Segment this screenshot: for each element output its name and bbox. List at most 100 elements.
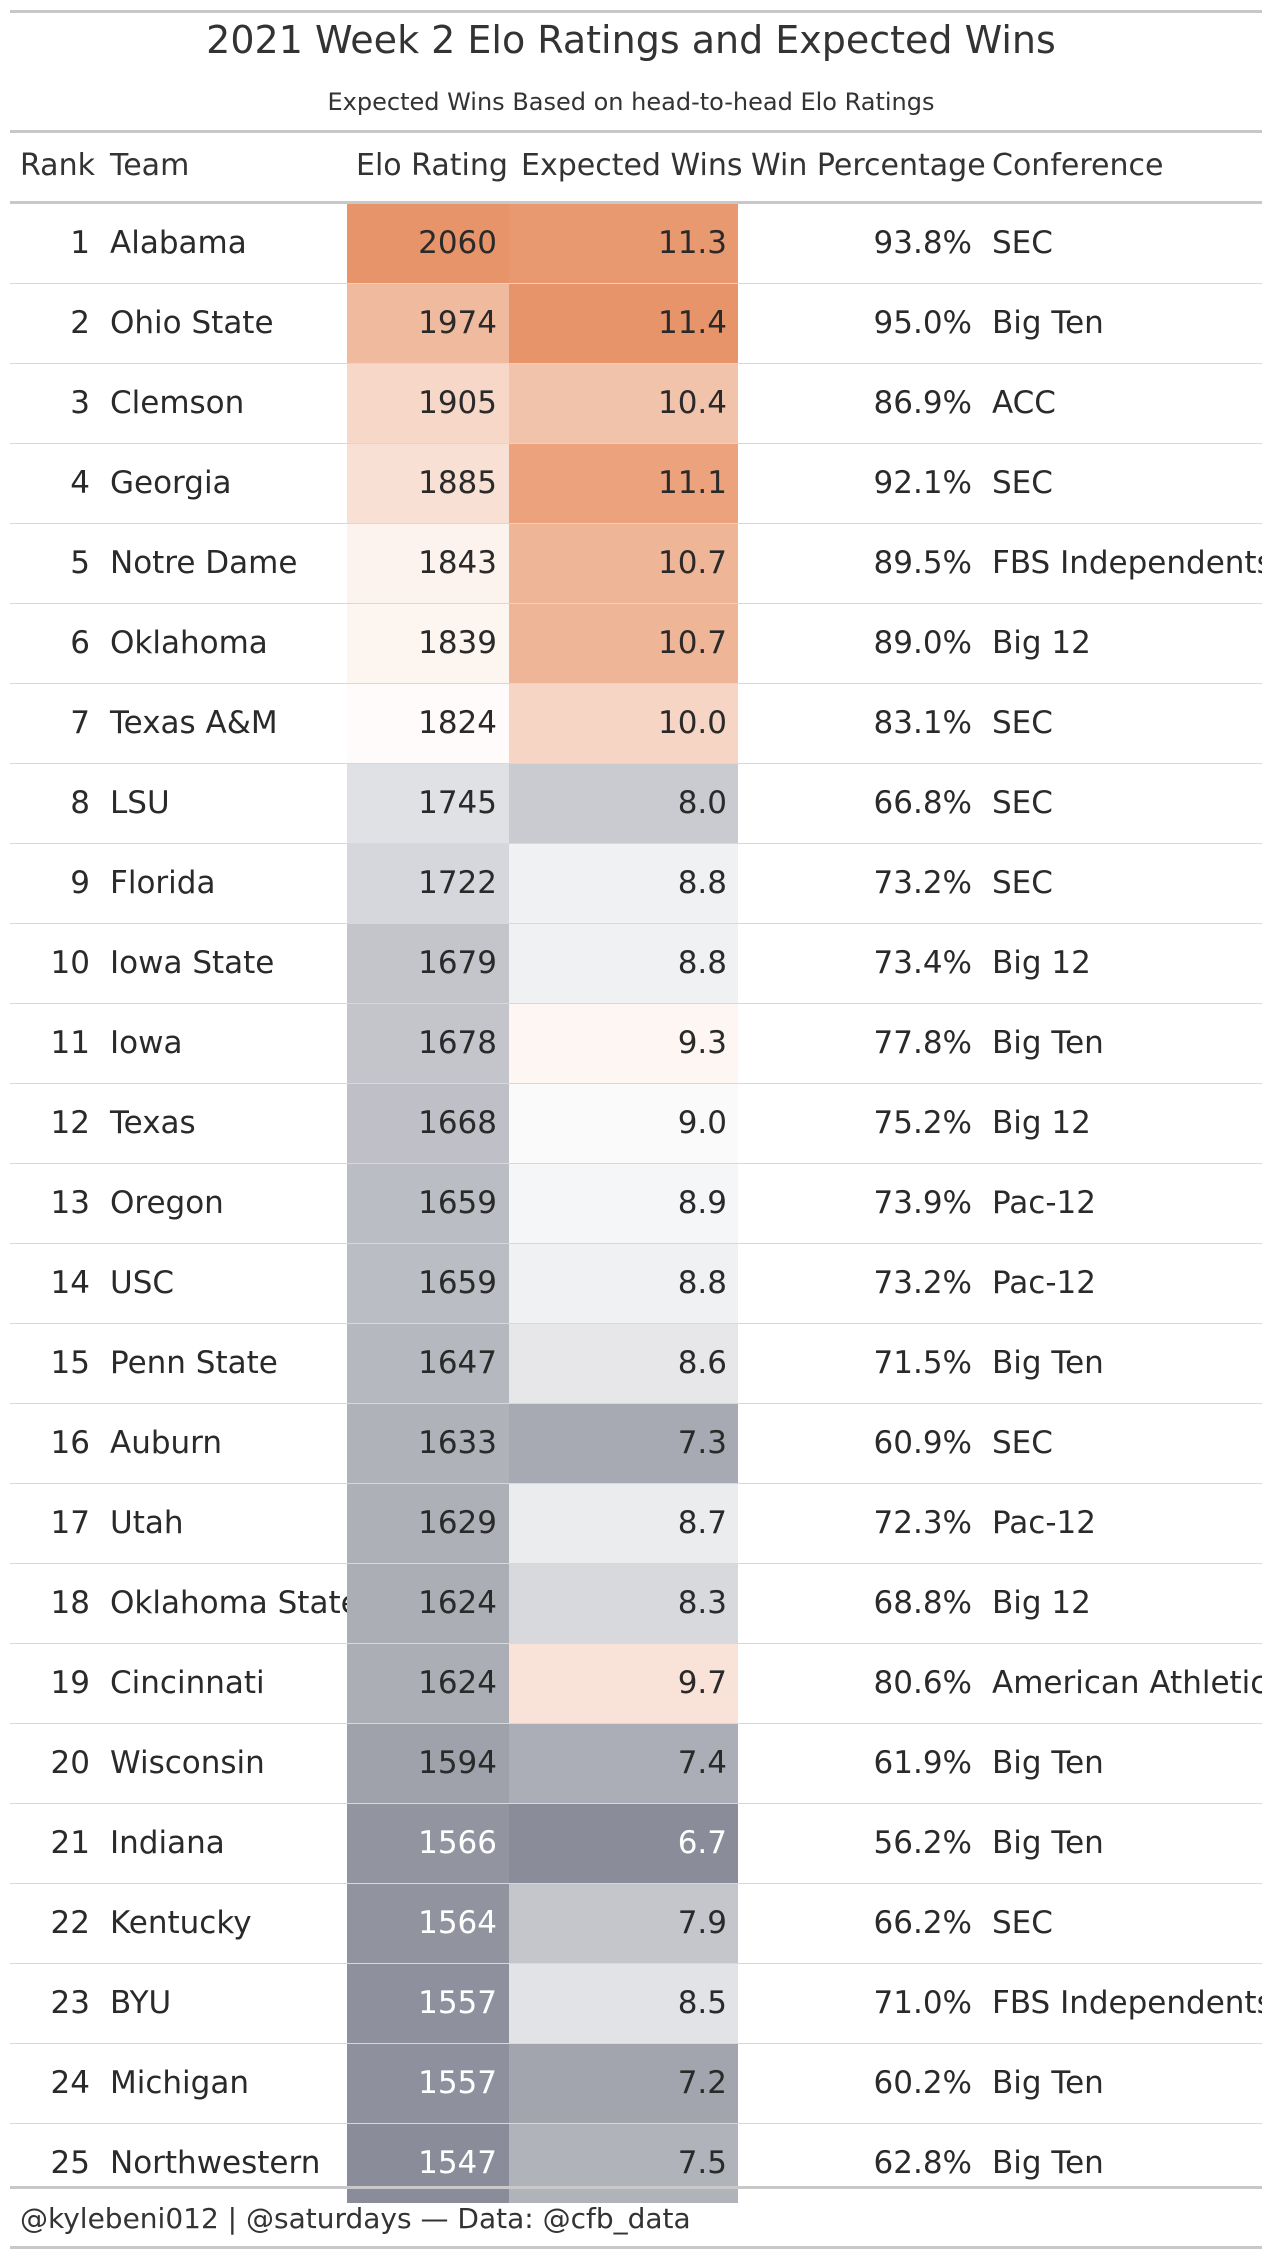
expected-wins-cell: 8.9 (509, 1164, 738, 1243)
win-percentage-cell: 73.2% (873, 865, 972, 901)
rank-cell: 11 (50, 1025, 90, 1061)
table-row: 4 Georgia 1885 11.1 92.1% SEC (0, 444, 1262, 523)
team-cell: Texas A&M (110, 705, 278, 741)
row-divider (10, 523, 1262, 524)
table-row: 19 Cincinnati 1624 9.7 80.6% American Athleti… (0, 1644, 1262, 1723)
conference-cell: Pac-12 (992, 1265, 1096, 1301)
win-percentage-cell: 73.9% (873, 1185, 972, 1221)
table-row: 22 Kentucky 1564 7.9 66.2% SEC (0, 1884, 1262, 1963)
rank-cell: 3 (70, 385, 90, 421)
win-percentage-cell: 56.2% (873, 1825, 972, 1861)
table-row: 25 Northwestern 1547 7.5 62.8% Big Ten (0, 2124, 1262, 2203)
header-bottom-rule (10, 201, 1262, 204)
team-cell: USC (110, 1265, 175, 1301)
rank-cell: 25 (50, 2145, 90, 2181)
conference-cell: FBS Independents (992, 545, 1262, 581)
elo-rating-cell: 1547 (347, 2124, 509, 2203)
row-divider (10, 1483, 1262, 1484)
team-cell: Oklahoma State (110, 1585, 360, 1621)
rank-cell: 12 (50, 1105, 90, 1141)
team-cell: LSU (110, 785, 170, 821)
elo-rating-cell: 1668 (347, 1084, 509, 1163)
expected-wins-cell: 11.4 (509, 284, 738, 363)
table-bottom-rule (10, 2186, 1262, 2189)
conference-cell: FBS Independents (992, 1985, 1262, 2021)
elo-rating-cell: 1629 (347, 1484, 509, 1563)
header-expected-wins: Expected Wins (521, 148, 743, 183)
expected-wins-cell: 10.0 (509, 684, 738, 763)
elo-rating-cell: 1905 (347, 364, 509, 443)
row-divider (10, 1563, 1262, 1564)
team-cell: Texas (110, 1105, 196, 1141)
win-percentage-cell: 60.2% (873, 2065, 972, 2101)
rank-cell: 20 (50, 1745, 90, 1781)
table-row: 14 USC 1659 8.8 73.2% Pac-12 (0, 1244, 1262, 1323)
table-row: 2 Ohio State 1974 11.4 95.0% Big Ten (0, 284, 1262, 363)
table-row: 13 Oregon 1659 8.9 73.9% Pac-12 (0, 1164, 1262, 1243)
elo-rating-cell: 1564 (347, 1884, 509, 1963)
elo-rating-cell: 1557 (347, 2044, 509, 2123)
conference-cell: Big Ten (992, 305, 1104, 341)
row-divider (10, 1323, 1262, 1324)
elo-rating-cell: 1745 (347, 764, 509, 843)
win-percentage-cell: 71.0% (873, 1985, 972, 2021)
row-divider (10, 2043, 1262, 2044)
expected-wins-cell: 6.7 (509, 1804, 738, 1883)
rank-cell: 9 (70, 865, 90, 901)
team-cell: Ohio State (110, 305, 274, 341)
table-row: 1 Alabama 2060 11.3 93.8% SEC (0, 204, 1262, 283)
win-percentage-cell: 95.0% (873, 305, 972, 341)
win-percentage-cell: 75.2% (873, 1105, 972, 1141)
rank-cell: 15 (50, 1345, 90, 1381)
row-divider (10, 1003, 1262, 1004)
conference-cell: Big 12 (992, 625, 1091, 661)
rank-cell: 2 (70, 305, 90, 341)
expected-wins-cell: 9.3 (509, 1004, 738, 1083)
expected-wins-cell: 7.2 (509, 2044, 738, 2123)
row-divider (10, 1083, 1262, 1084)
expected-wins-cell: 8.3 (509, 1564, 738, 1643)
elo-rating-cell: 1633 (347, 1404, 509, 1483)
header-top-rule (10, 130, 1262, 133)
header-rank: Rank (20, 148, 95, 183)
team-cell: Iowa State (110, 945, 275, 981)
conference-cell: Pac-12 (992, 1505, 1096, 1541)
elo-rating-cell: 2060 (347, 204, 509, 283)
conference-cell: ACC (992, 385, 1056, 421)
rank-cell: 6 (70, 625, 90, 661)
rank-cell: 21 (50, 1825, 90, 1861)
conference-cell: SEC (992, 1905, 1053, 1941)
win-percentage-cell: 71.5% (873, 1345, 972, 1381)
team-cell: Oregon (110, 1185, 224, 1221)
elo-rating-cell: 1974 (347, 284, 509, 363)
expected-wins-cell: 11.3 (509, 204, 738, 283)
team-cell: Indiana (110, 1825, 225, 1861)
table-row: 15 Penn State 1647 8.6 71.5% Big Ten (0, 1324, 1262, 1403)
expected-wins-cell: 9.7 (509, 1644, 738, 1723)
expected-wins-cell: 7.9 (509, 1884, 738, 1963)
row-divider (10, 363, 1262, 364)
win-percentage-cell: 89.5% (873, 545, 972, 581)
conference-cell: SEC (992, 225, 1053, 261)
conference-cell: Big Ten (992, 1025, 1104, 1061)
expected-wins-cell: 8.5 (509, 1964, 738, 2043)
rank-cell: 1 (70, 225, 90, 261)
team-cell: Alabama (110, 225, 247, 261)
elo-rating-cell: 1557 (347, 1964, 509, 2043)
win-percentage-cell: 83.1% (873, 705, 972, 741)
rank-cell: 18 (50, 1585, 90, 1621)
elo-rating-cell: 1824 (347, 684, 509, 763)
table-row: 18 Oklahoma State 1624 8.3 68.8% Big 12 (0, 1564, 1262, 1643)
elo-rating-cell: 1885 (347, 444, 509, 523)
rank-cell: 4 (70, 465, 90, 501)
table-row: 5 Notre Dame 1843 10.7 89.5% FBS Independents (0, 524, 1262, 603)
elo-rating-cell: 1647 (347, 1324, 509, 1403)
win-percentage-cell: 73.4% (873, 945, 972, 981)
table-row: 12 Texas 1668 9.0 75.2% Big 12 (0, 1084, 1262, 1163)
expected-wins-cell: 8.8 (509, 1244, 738, 1323)
row-divider (10, 283, 1262, 284)
rank-cell: 5 (70, 545, 90, 581)
rank-cell: 7 (70, 705, 90, 741)
row-divider (10, 683, 1262, 684)
